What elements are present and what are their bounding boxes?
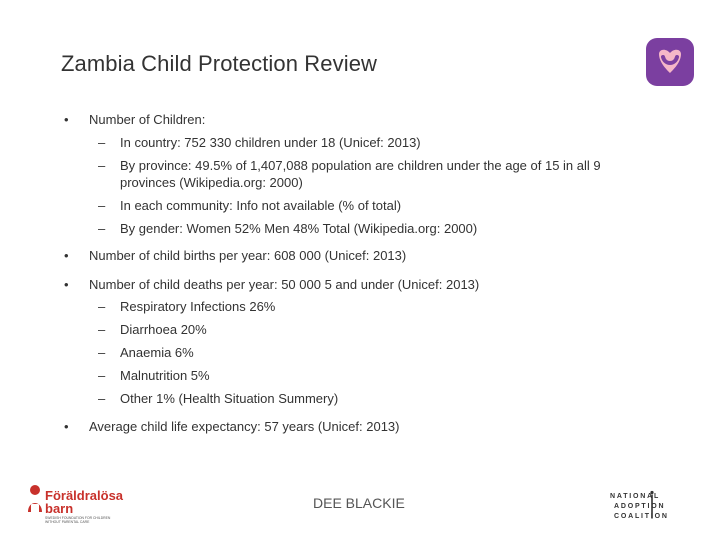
- footer-author: DEE BLACKIE: [313, 495, 405, 511]
- sub-bullet-text: Anaemia 6%: [120, 345, 194, 360]
- sub-bullet-text: Respiratory Infections 26%: [120, 299, 276, 314]
- heart-logo-icon: [646, 38, 694, 86]
- sub-bullet-marker: –: [98, 299, 106, 314]
- sub-bullet-text: Other 1% (Health Situation Summery): [120, 391, 339, 406]
- sub-bullet-marker: –: [98, 221, 106, 236]
- bullet-text: Number of Children:: [89, 112, 206, 127]
- bullet-marker: •: [64, 112, 69, 127]
- sub-bullet-marker: –: [98, 135, 106, 150]
- bullet-text: Average child life expectancy: 57 years …: [89, 419, 400, 434]
- logo-line1: Föräldralösa: [45, 488, 124, 503]
- sub-bullet-text: By province: 49.5% of 1,407,088 populati…: [120, 158, 601, 173]
- bullet-marker: •: [64, 277, 69, 292]
- sub-bullet-marker: –: [98, 391, 106, 406]
- logo-line3: COALITION: [614, 513, 669, 520]
- logo-tagline1: SWEDISH FOUNDATION FOR CHILDREN: [45, 516, 111, 520]
- sub-bullet-marker: –: [98, 198, 106, 213]
- child-silhouette-icon: [28, 485, 42, 512]
- sub-bullet-text: In country: 752 330 children under 18 (U…: [120, 135, 421, 150]
- logo-tagline2: WITHOUT PARENTAL CARE: [45, 520, 90, 524]
- logo-line2: ADOPTION: [614, 503, 665, 510]
- bullet-text: Number of child deaths per year: 50 000 …: [89, 277, 480, 292]
- figure-icon: [650, 490, 654, 519]
- sub-bullet-text: Malnutrition 5%: [120, 368, 210, 383]
- logo-line2: barn: [45, 501, 73, 516]
- sub-bullet-text: In each community: Info not available (%…: [120, 198, 402, 213]
- bullet-marker: •: [64, 419, 69, 434]
- sub-bullet-text: provinces (Wikipedia.org: 2000): [120, 175, 303, 190]
- sub-bullet-text: By gender: Women 52% Men 48% Total (Wiki…: [120, 221, 478, 236]
- sub-bullet-marker: –: [98, 158, 106, 173]
- national-adoption-coalition-logo: NATIONAL ADOPTION COALITION: [610, 490, 669, 520]
- sub-bullet-marker: –: [98, 368, 106, 383]
- foraldralosa-barn-logo: Föräldralösa barn SWEDISH FOUNDATION FOR…: [28, 485, 124, 524]
- slide-title: Zambia Child Protection Review: [61, 51, 378, 76]
- bullet-text: Number of child births per year: 608 000…: [89, 248, 407, 263]
- sub-bullet-marker: –: [98, 322, 106, 337]
- bullet-marker: •: [64, 248, 69, 263]
- sub-bullet-text: Diarrhoea 20%: [120, 322, 207, 337]
- sub-bullet-marker: –: [98, 345, 106, 360]
- logo-line1: NATIONAL: [610, 493, 660, 500]
